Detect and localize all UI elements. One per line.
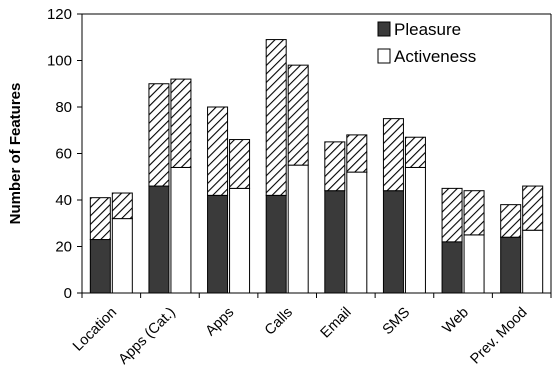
bar-pleasure-base bbox=[207, 194, 229, 294]
bar-activeness-upper bbox=[522, 185, 544, 231]
x-tick-label: SMS bbox=[380, 305, 414, 339]
x-tick-label: Calls bbox=[262, 305, 296, 339]
y-tick-label: 100 bbox=[47, 53, 72, 70]
bar-activeness-base bbox=[229, 187, 251, 294]
x-tick-label: Web bbox=[440, 305, 472, 337]
legend-swatch bbox=[377, 48, 391, 64]
y-tick-label: 60 bbox=[55, 146, 72, 163]
plot-area bbox=[89, 39, 544, 294]
bar-pleasure-base bbox=[382, 190, 404, 294]
y-tick-label: 20 bbox=[55, 239, 72, 256]
bar-activeness-base bbox=[463, 234, 485, 294]
bar-activeness-upper bbox=[463, 190, 485, 236]
bar-pleasure-base bbox=[441, 241, 463, 294]
bar-pleasure-base bbox=[89, 239, 111, 294]
bar-activeness-base bbox=[404, 166, 426, 294]
bar-activeness-upper bbox=[170, 78, 192, 168]
y-tick-label: 40 bbox=[55, 192, 72, 209]
bar-pleasure-upper bbox=[441, 187, 463, 243]
bar-pleasure-upper bbox=[324, 141, 346, 192]
bar-activeness-upper bbox=[111, 192, 133, 220]
x-tick-label: Email bbox=[318, 305, 355, 342]
bar-pleasure-base bbox=[324, 190, 346, 294]
legend-label: Pleasure bbox=[394, 20, 461, 39]
bar-pleasure-upper bbox=[500, 204, 522, 238]
x-tick-label: Location bbox=[70, 305, 120, 355]
bar-activeness-upper bbox=[404, 136, 426, 168]
y-tick-label: 80 bbox=[55, 99, 72, 116]
bar-pleasure-upper bbox=[148, 83, 170, 187]
bar-activeness-upper bbox=[346, 134, 368, 173]
bar-activeness-base bbox=[287, 164, 309, 294]
bar-activeness-upper bbox=[229, 139, 251, 189]
legend: Pleasure Activeness bbox=[377, 20, 476, 66]
y-axis-title: Number of Features bbox=[7, 83, 24, 225]
x-tick-label: Apps bbox=[203, 305, 238, 340]
legend-swatch bbox=[377, 21, 391, 37]
bar-activeness-base bbox=[170, 166, 192, 294]
bar-pleasure-upper bbox=[265, 39, 287, 196]
bar-pleasure-base bbox=[265, 194, 287, 294]
x-tick-label: Apps (Cat.) bbox=[116, 305, 179, 368]
bar-activeness-upper bbox=[287, 64, 309, 166]
bar-activeness-base bbox=[346, 171, 368, 294]
bar-activeness-base bbox=[111, 218, 133, 294]
bar-pleasure-upper bbox=[89, 197, 111, 241]
bar-pleasure-base bbox=[500, 236, 522, 294]
y-tick-label: 0 bbox=[64, 285, 72, 302]
bar-pleasure-upper bbox=[382, 118, 404, 192]
legend-label: Activeness bbox=[394, 47, 476, 66]
bar-pleasure-upper bbox=[207, 106, 229, 196]
bar-activeness-base bbox=[522, 229, 544, 294]
axes bbox=[77, 13, 552, 298]
bar-pleasure-base bbox=[148, 185, 170, 294]
y-tick-label: 120 bbox=[47, 6, 72, 23]
x-tick-label: Prev. Mood bbox=[468, 305, 531, 368]
